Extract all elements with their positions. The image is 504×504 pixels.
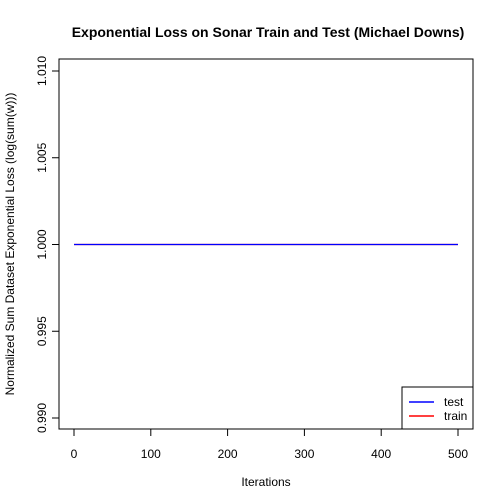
- legend-label-train: train: [444, 409, 467, 423]
- x-axis-label: Iterations: [241, 475, 290, 489]
- y-tick-label: 1.000: [35, 229, 49, 259]
- x-axis: 0 100 200 300 400 500: [71, 428, 468, 461]
- y-tick-label: 1.005: [35, 142, 49, 172]
- y-axis-label: Normalized Sum Dataset Exponential Loss …: [3, 93, 17, 396]
- legend-label-test: test: [444, 395, 464, 409]
- y-tick-label: 1.010: [35, 56, 49, 86]
- x-tick-label: 500: [448, 447, 468, 461]
- y-tick-label: 0.995: [35, 316, 49, 346]
- x-tick-label: 100: [141, 447, 161, 461]
- x-tick-label: 200: [218, 447, 238, 461]
- legend-box: [401, 386, 474, 430]
- x-tick-label: 0: [71, 447, 78, 461]
- x-tick-label: 400: [371, 447, 391, 461]
- y-axis: 0.990 0.995 1.000 1.005 1.010: [35, 56, 60, 433]
- y-tick-label: 0.990: [35, 403, 49, 433]
- x-tick-label: 300: [294, 447, 314, 461]
- chart-title: Exponential Loss on Sonar Train and Test…: [72, 24, 465, 40]
